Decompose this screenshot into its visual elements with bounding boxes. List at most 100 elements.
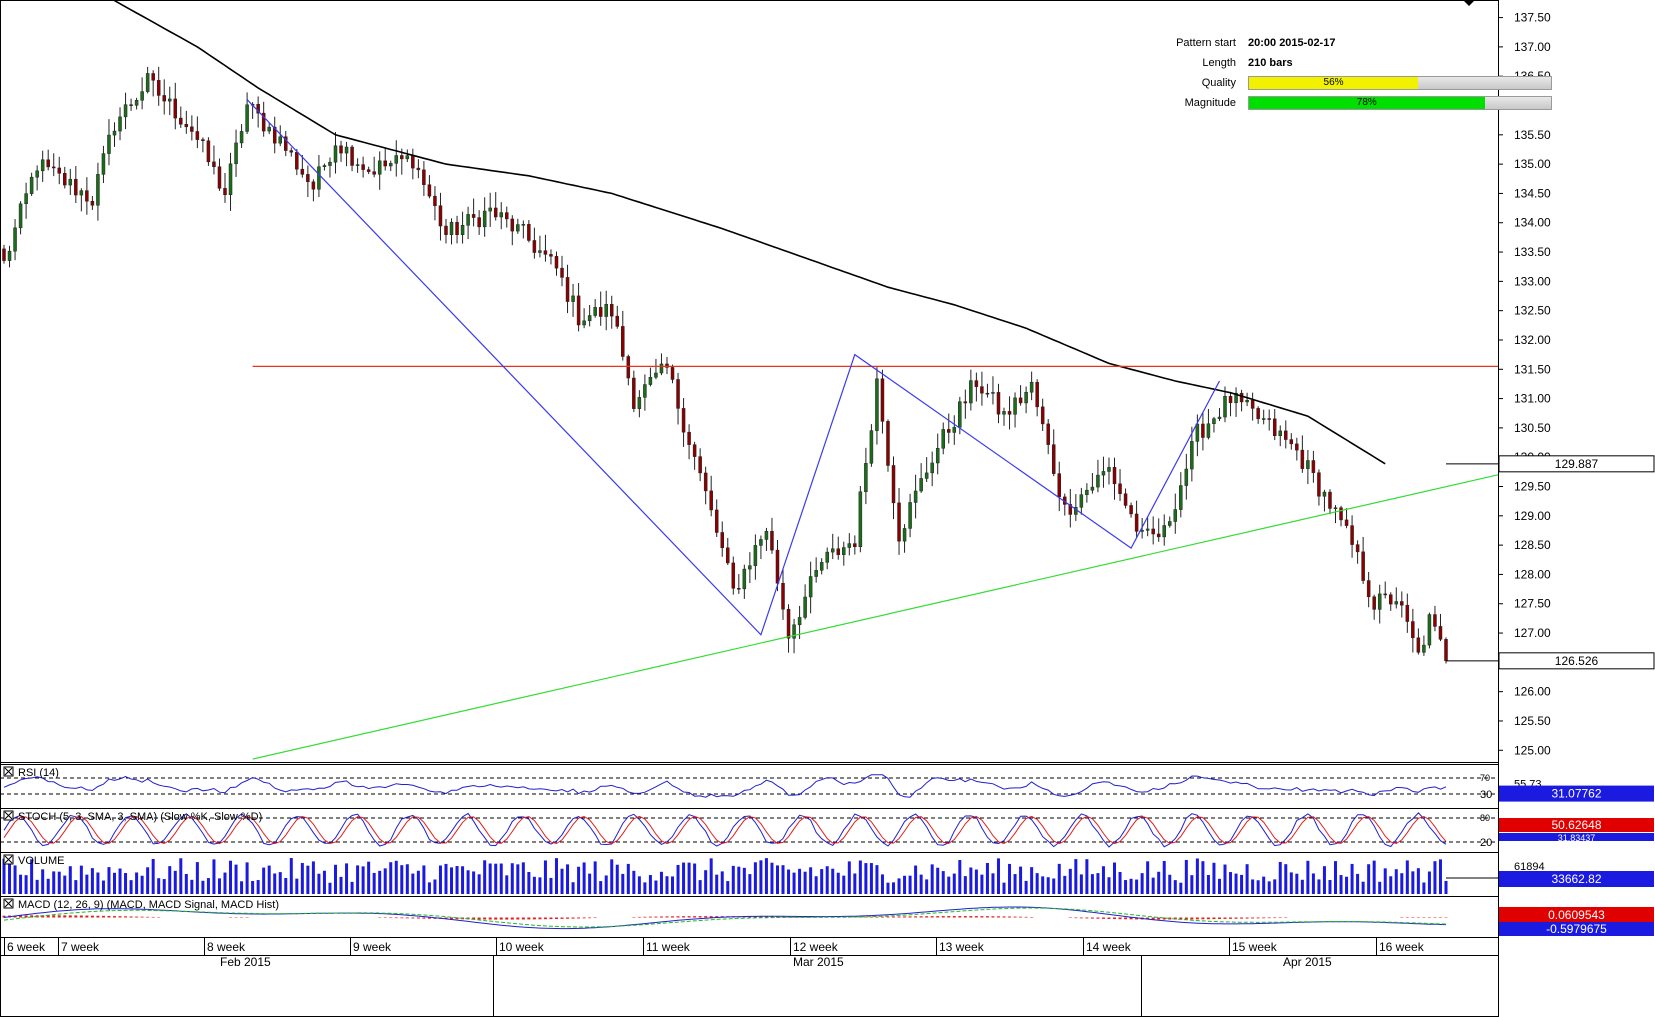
macd-hist-bar (985, 916, 989, 918)
volume-bar (980, 874, 984, 894)
candle-body (1311, 460, 1316, 473)
macd-hist-bar (96, 915, 100, 918)
candle (836, 536, 841, 560)
macd-hist-bar (483, 917, 487, 920)
volume-bar (820, 869, 824, 894)
macd-hist-bar (416, 917, 420, 919)
macd-hist-bar (427, 917, 431, 919)
candle (1217, 408, 1222, 422)
candle-body (63, 173, 67, 186)
volume-bar (1289, 872, 1293, 894)
candle-body (388, 163, 393, 167)
volume-bar (764, 858, 768, 894)
volume-bar (809, 867, 813, 894)
macd-hist-bar (19, 915, 23, 918)
candle-body (1350, 525, 1354, 545)
volume-bar (659, 871, 663, 894)
candle (1107, 457, 1111, 485)
candle-body (576, 295, 581, 326)
candle-body (1389, 594, 1393, 605)
candle (1322, 489, 1327, 512)
candle (328, 157, 332, 178)
candle-body (1217, 416, 1222, 419)
macd-hist-bar (759, 916, 763, 918)
macd-hist-bar (477, 917, 481, 920)
month-label: Mar 2015 (793, 955, 844, 969)
candle-body (24, 193, 28, 205)
candle-body (538, 250, 542, 253)
candle-body (1179, 485, 1183, 510)
macd-hist-bar (753, 916, 757, 918)
candle (891, 456, 896, 520)
macd-hist-bar (538, 917, 542, 920)
candle (422, 161, 426, 196)
volume-bar (897, 878, 901, 894)
candle (455, 215, 459, 244)
candle-body (400, 155, 404, 160)
candle-body (919, 478, 923, 492)
candle (753, 534, 758, 580)
candle-body (864, 463, 868, 493)
macd-hist-bar (1201, 917, 1205, 920)
volume-bar (151, 858, 155, 894)
volume-bar (787, 869, 791, 894)
candle (306, 165, 310, 197)
volume-bar (1383, 868, 1387, 894)
candle (416, 159, 421, 179)
volume-bar (1234, 873, 1238, 894)
volume-bar (1295, 873, 1299, 894)
candle (969, 369, 973, 411)
candle-body (90, 200, 95, 206)
candle-body (1024, 391, 1028, 404)
candle-body (1322, 491, 1327, 497)
candle (554, 251, 559, 276)
candle-body (1344, 519, 1349, 526)
chart-frame (0, 0, 1499, 1017)
macd-hist-bar (1074, 917, 1078, 919)
volume-bar (1334, 861, 1338, 894)
candle-body (858, 491, 863, 547)
volume-bar (925, 879, 929, 894)
volume-bar (1085, 859, 1089, 894)
volume-bar (68, 866, 72, 894)
volume-bar (367, 861, 371, 894)
macd-hist-bar (1101, 917, 1105, 919)
candle-body (1002, 411, 1006, 415)
candle (488, 192, 492, 227)
volume-bar (345, 863, 349, 894)
macd-hist-bar (764, 916, 768, 918)
macd-hist-bar (107, 915, 111, 918)
volume-bar (1201, 861, 1205, 894)
macd-hist-bar (2, 915, 6, 918)
candle-body (1433, 614, 1437, 627)
candle-body (665, 363, 669, 368)
price-tick-label: 135.50 (1514, 128, 1551, 142)
macd-hist-bar (1113, 917, 1117, 920)
candle (1074, 494, 1078, 521)
macd-hist-bar (488, 917, 492, 920)
candle (1184, 453, 1189, 500)
candle-body (1068, 504, 1073, 515)
volume-bar (1030, 867, 1034, 894)
volume-bar (1229, 872, 1233, 894)
candle (637, 390, 642, 418)
price-tick-label: 129.00 (1514, 509, 1551, 523)
candle-body (1306, 460, 1310, 469)
macd-hist-bar (1206, 917, 1210, 920)
candle-body (267, 126, 271, 132)
volume-bar (494, 863, 498, 894)
volume-bar (438, 865, 442, 894)
candle (1405, 593, 1410, 633)
candle (317, 155, 321, 198)
volume-bar (1251, 879, 1255, 894)
magnitude-bar: 78% (1248, 96, 1552, 110)
macd-hist-bar (1107, 917, 1111, 919)
candle-body (1394, 601, 1399, 605)
candle-body (731, 562, 736, 589)
macd-hist-bar (24, 915, 28, 918)
candle (1040, 398, 1045, 431)
candle (35, 165, 39, 191)
candle (935, 433, 940, 475)
macd-hist-bar (1157, 917, 1161, 920)
macd-hist-bar (897, 916, 901, 918)
